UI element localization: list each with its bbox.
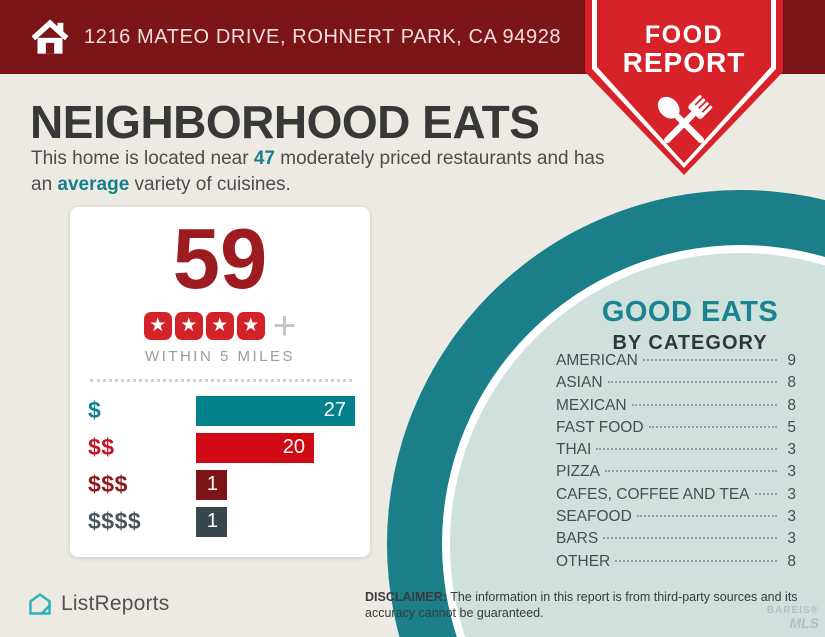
watermark-line1: BAREIS®: [766, 605, 819, 616]
category-value: 8: [787, 552, 796, 570]
category-value: 8: [787, 396, 796, 414]
category-label: SEAFOOD: [556, 508, 632, 526]
price-tier-bar: 1: [196, 469, 227, 500]
dot-leader: [648, 425, 777, 428]
star-icon: ★: [205, 311, 234, 340]
star-rating: ★ ★ ★ ★ +: [70, 303, 370, 348]
dot-leader: [631, 403, 777, 406]
brand-name: ListReports: [61, 592, 170, 615]
price-bar-row: $$$ 1: [88, 469, 370, 500]
dotted-divider: [90, 378, 352, 382]
price-tier-bar: 1: [196, 506, 227, 537]
category-label: THAI: [556, 441, 592, 459]
listreports-brand: ListReports: [27, 591, 169, 617]
category-row: FAST FOOD 5: [556, 419, 796, 441]
good-eats-circle: [387, 190, 825, 637]
listreports-house-icon: [29, 593, 51, 615]
category-value: 3: [787, 530, 796, 548]
category-label: OTHER: [556, 552, 611, 570]
dot-leader: [604, 470, 777, 473]
category-value: 3: [787, 463, 796, 481]
dot-leader: [642, 359, 777, 361]
category-label: CAFES, COFFEE AND TEA: [556, 485, 750, 503]
price-bar-row: $$$$ 1: [88, 506, 370, 537]
price-bar-chart: $27 $$ 20 $$$ 1 $$$$ 1: [70, 395, 370, 537]
category-panel-subtitle: BY CATEGORY: [612, 332, 768, 354]
price-tier-value: 20: [282, 436, 305, 459]
restaurant-total: 59: [172, 212, 268, 307]
dot-leader: [615, 559, 777, 562]
category-row: MEXICAN 8: [556, 397, 796, 419]
dot-leader: [607, 381, 777, 384]
category-list: AMERICAN 9 ASIAN 8 MEXICAN 8 FAST FOOD 5 THAI 3 PI…: [556, 352, 796, 575]
category-label: BARS: [556, 530, 599, 548]
price-tier-bar: 20: [196, 432, 314, 463]
category-value: 3: [787, 485, 796, 503]
watermark-line2: MLS: [789, 615, 819, 631]
badge-title-line2: REPORT: [622, 47, 746, 78]
restaurant-count: 47: [253, 148, 275, 169]
category-value: 8: [787, 374, 796, 392]
disclaimer-text: DISCLAIMER: The information in this repo…: [365, 590, 798, 621]
intro-suffix: variety of cuisines.: [134, 174, 291, 196]
crossed-spoon-fork-icon: [657, 95, 713, 144]
mls-watermark: BAREIS® MLS: [766, 605, 819, 631]
restaurant-score-card: 59 ★ ★ ★ ★ + WITHIN 5 MILES $27 $$ 20 $$$ 1 $$$$ 1: [70, 207, 370, 557]
plus-sign: +: [272, 303, 297, 348]
intro-middle: moderately priced restaurants and has an: [31, 148, 605, 196]
disclaimer-label: DISCLAIMER:: [365, 590, 447, 604]
price-tier-label: $$$: [88, 471, 128, 498]
dot-leader: [603, 537, 777, 540]
category-row: THAI 3: [556, 441, 796, 463]
intro-text: This home is located near 47 moderately …: [31, 146, 606, 198]
category-row: PIZZA 3: [556, 463, 796, 485]
category-row: OTHER 8: [556, 553, 796, 575]
dot-leader: [596, 448, 777, 451]
star-icon: ★: [236, 311, 265, 340]
radius-caption: WITHIN 5 MILES: [144, 347, 295, 365]
variety-highlight: average: [57, 174, 130, 196]
category-label: AMERICAN: [556, 352, 638, 369]
category-row: AMERICAN 9: [556, 352, 796, 374]
badge-content: FOOD REPORT: [585, 0, 783, 175]
price-tier-label: $$$$: [88, 508, 142, 535]
price-tier-value: 1: [206, 473, 218, 496]
property-address: 1216 MATEO DRIVE, ROHNERT PARK, CA 94928: [84, 25, 562, 48]
star-icon: ★: [143, 311, 172, 340]
price-tier-bar: 27: [196, 395, 355, 426]
category-row: SEAFOOD 3: [556, 508, 796, 530]
category-value: 3: [787, 441, 796, 459]
badge-title-line1: FOOD: [644, 21, 724, 49]
dot-leader: [636, 515, 777, 518]
price-tier-label: $: [88, 397, 102, 424]
price-tier-label: $$: [88, 434, 115, 461]
category-value: 9: [787, 352, 796, 369]
home-icon: [31, 19, 69, 54]
category-row: ASIAN 8: [556, 374, 796, 396]
category-value: 5: [787, 418, 796, 436]
category-label: FAST FOOD: [556, 418, 644, 436]
category-panel-heading: GOOD EATS BY CATEGORY: [565, 296, 815, 355]
food-report-badge: FOOD REPORT: [585, 0, 783, 175]
intro-prefix: This home is located near: [31, 148, 249, 169]
category-row: CAFES, COFFEE AND TEA 3: [556, 486, 796, 508]
star-icon: ★: [174, 311, 203, 340]
price-bar-row: $27: [88, 395, 370, 426]
category-label: MEXICAN: [556, 396, 627, 414]
page-title: NEIGHBORHOOD EATS: [30, 96, 540, 148]
price-tier-value: 1: [206, 510, 218, 533]
price-bar-row: $$ 20: [88, 432, 370, 463]
category-value: 3: [787, 508, 796, 526]
category-row: BARS 3: [556, 530, 796, 552]
category-label: PIZZA: [556, 463, 600, 481]
category-label: ASIAN: [556, 374, 603, 392]
category-panel-title: GOOD EATS: [601, 296, 779, 328]
dot-leader: [754, 492, 777, 495]
price-tier-value: 27: [323, 399, 346, 422]
